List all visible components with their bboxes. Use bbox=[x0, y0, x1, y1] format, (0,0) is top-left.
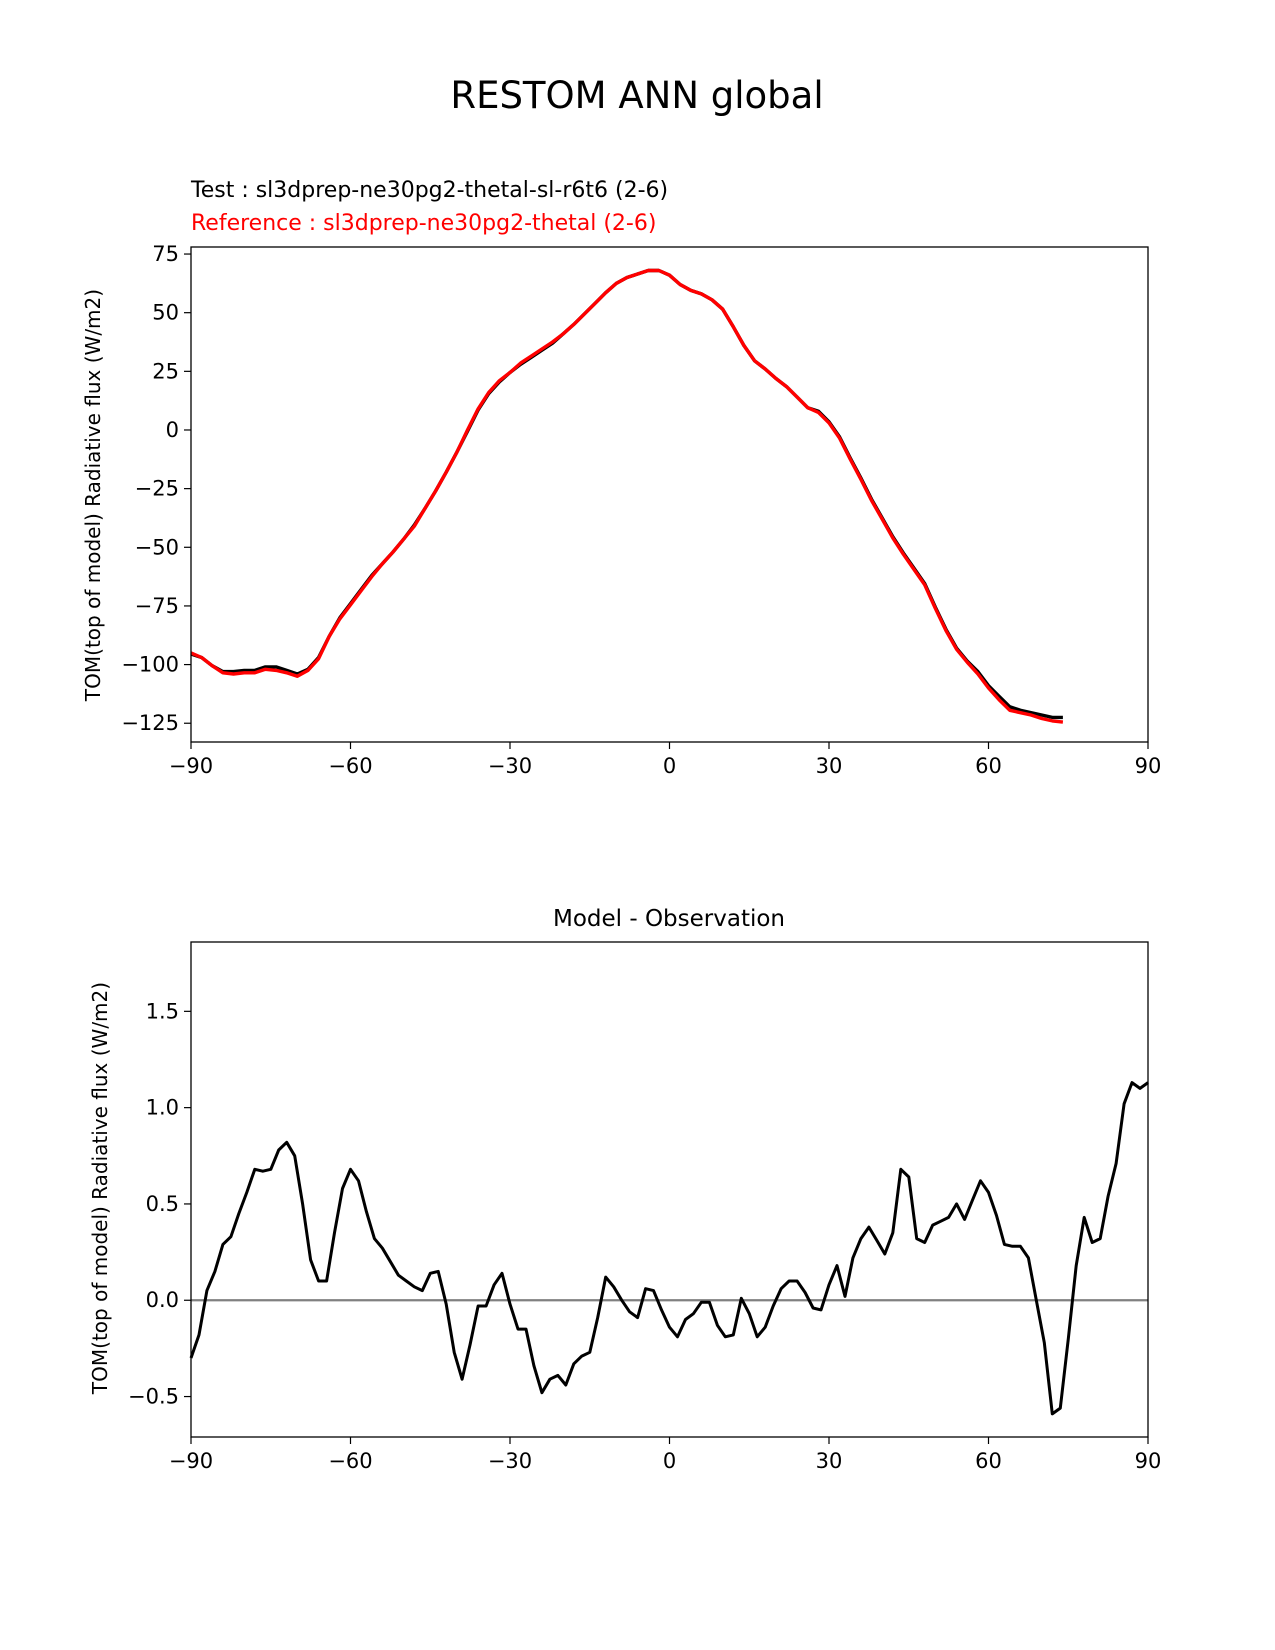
y-tick-label: −50 bbox=[135, 535, 179, 559]
x-tick-label: 30 bbox=[816, 754, 843, 778]
difference-series-line bbox=[189, 1081, 1149, 1416]
y-tick-label: 0.5 bbox=[146, 1192, 179, 1216]
x-tick-label: −90 bbox=[169, 754, 213, 778]
test-subtitle: Test : sl3dprep-ne30pg2-thetal-sl-r6t6 (… bbox=[190, 178, 668, 203]
y-tick-label: −25 bbox=[135, 477, 179, 501]
x-tick-label: −60 bbox=[328, 754, 372, 778]
x-tick-label: 90 bbox=[1135, 1449, 1162, 1473]
y-tick-label: −0.5 bbox=[128, 1385, 179, 1409]
y-tick-label: 1.5 bbox=[146, 999, 179, 1023]
y-tick-label: −100 bbox=[121, 653, 179, 677]
y-tick-label: 75 bbox=[152, 242, 179, 266]
y-tick-label: 0 bbox=[166, 418, 179, 442]
y-tick-label: 50 bbox=[152, 301, 179, 325]
x-tick-label: −30 bbox=[488, 1449, 532, 1473]
y-tick-label: 0.0 bbox=[146, 1288, 179, 1312]
x-tick-label: −90 bbox=[169, 1449, 213, 1473]
bottom-title: Model - Observation bbox=[553, 906, 785, 932]
x-tick-label: −30 bbox=[488, 754, 532, 778]
bottom-plot-area: −90 −60 −30 0 30 60 90 1.5 1.0 0.5 0.0 −0.5 bbox=[128, 999, 1161, 1473]
reference-series-line bbox=[190, 268, 1064, 724]
y-tick-label: 25 bbox=[152, 359, 179, 383]
top-axes-frame bbox=[190, 246, 1149, 743]
y-tick-label: −125 bbox=[121, 711, 179, 735]
x-tick-label: 0 bbox=[663, 754, 676, 778]
bottom-panel: Model - Observation TOM(top of model) Ra… bbox=[88, 906, 1161, 1473]
x-tick-label: 30 bbox=[816, 1449, 843, 1473]
x-tick-label: 60 bbox=[975, 754, 1002, 778]
bottom-ylabel: TOM(top of model) Radiative flux (W/m2) bbox=[88, 982, 112, 1395]
top-plot-area: −90 −60 −30 0 30 60 90 75 50 25 0 −25 −50 −75 −100 −125 bbox=[121, 242, 1161, 778]
y-tick-label: −75 bbox=[135, 594, 179, 618]
x-tick-label: −60 bbox=[328, 1449, 372, 1473]
figure-title: RESTOM ANN global bbox=[450, 74, 823, 117]
x-tick-label: 90 bbox=[1135, 754, 1162, 778]
reference-subtitle: Reference : sl3dprep-ne30pg2-thetal (2-6… bbox=[191, 211, 656, 236]
y-tick-label: 1.0 bbox=[146, 1096, 179, 1120]
x-tick-label: 60 bbox=[975, 1449, 1002, 1473]
x-tick-label: 0 bbox=[663, 1449, 676, 1473]
top-ylabel: TOM(top of model) Radiative flux (W/m2) bbox=[81, 289, 105, 702]
bottom-axes-frame bbox=[190, 941, 1149, 1438]
top-panel: Test : sl3dprep-ne30pg2-thetal-sl-r6t6 (… bbox=[81, 178, 1161, 778]
